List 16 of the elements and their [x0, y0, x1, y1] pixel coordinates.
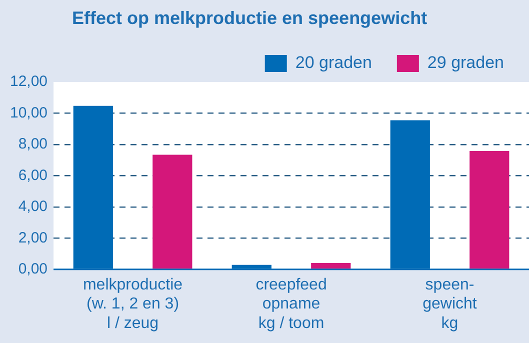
chart-title: Effect op melkproductie en speengewicht [72, 8, 428, 29]
x-tick-label: creepfeed opname kg / toom [256, 276, 327, 332]
y-tick-label: 8,00 [18, 136, 48, 153]
x-tick-label: speen- gewicht kg [422, 276, 478, 332]
bar [470, 151, 510, 269]
y-tick-label: 2,00 [18, 229, 48, 246]
bar [311, 262, 351, 269]
legend-label: 29 graden [427, 53, 504, 72]
y-tick-label: 10,00 [10, 104, 48, 122]
x-tick-label: melkproductie (w. 1, 2 en 3) l / zeug [82, 276, 183, 332]
y-tick-label: 0,00 [18, 260, 48, 278]
y-tick-label: 4,00 [18, 198, 48, 216]
legend-label: 20 graden [295, 53, 372, 72]
y-tick-label: 12,00 [10, 73, 48, 90]
y-tick-label: 6,00 [18, 166, 48, 184]
bar [152, 154, 192, 269]
